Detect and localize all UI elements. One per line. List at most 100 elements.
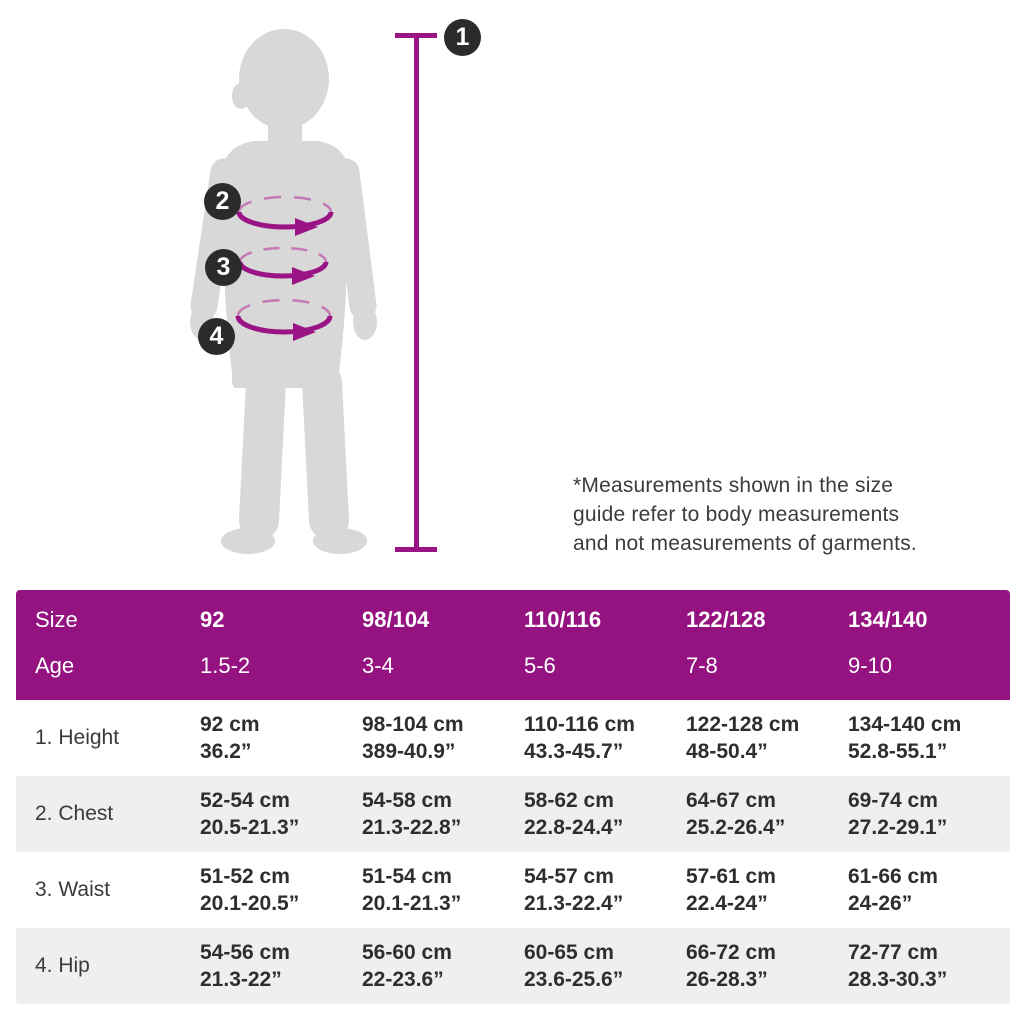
- hip-cell-4: 66-72 cm 26-28.3”: [686, 939, 848, 993]
- inch-value: 21.3-22”: [200, 968, 282, 991]
- child-body-silhouette: [190, 29, 377, 554]
- note-line-3: and not measurements of garments.: [573, 532, 917, 555]
- waist-measurement-ring: [237, 246, 329, 285]
- note-line-1: *Measurements shown in the size: [573, 474, 894, 497]
- inch-value: 20.1-21.3”: [362, 892, 462, 915]
- inch-value: 21.3-22.4”: [524, 892, 624, 915]
- row-label-chest: 2. Chest: [35, 802, 114, 825]
- marker-1-height: 1: [444, 19, 481, 56]
- cm-value: 57-61 cm: [686, 865, 776, 888]
- cm-value: 58-62 cm: [524, 789, 614, 812]
- chest-cell-5: 69-74 cm 27.2-29.1”: [848, 787, 1010, 841]
- height-cell-5: 134-140 cm 52.8-55.1”: [848, 711, 1010, 765]
- hip-cell-2: 56-60 cm 22-23.6”: [362, 939, 524, 993]
- age-col-1: 1.5-2: [200, 653, 251, 678]
- row-label-waist: 3. Waist: [35, 878, 111, 901]
- cm-value: 54-57 cm: [524, 865, 614, 888]
- chest-measurement-ring: [236, 195, 334, 236]
- chest-cell-3: 58-62 cm 22.8-24.4”: [524, 787, 686, 841]
- cm-value: 66-72 cm: [686, 941, 776, 964]
- inch-value: 23.6-25.6”: [524, 968, 624, 991]
- inch-value: 24-26”: [848, 892, 913, 915]
- cm-value: 54-58 cm: [362, 789, 452, 812]
- row-label-hip: 4. Hip: [35, 954, 90, 977]
- inch-value: 27.2-29.1”: [848, 816, 948, 839]
- chest-cell-2: 54-58 cm 21.3-22.8”: [362, 787, 524, 841]
- size-table: Size 92 98/104 110/116 122/128 134/140 A…: [16, 590, 1010, 1004]
- cm-value: 72-77 cm: [848, 941, 938, 964]
- marker-4-hip: 4: [198, 318, 235, 355]
- cm-value: 122-128 cm: [686, 713, 800, 736]
- cm-value: 69-74 cm: [848, 789, 938, 812]
- child-silhouette-graphic: [190, 29, 437, 554]
- height-cell-4: 122-128 cm 48-50.4”: [686, 711, 848, 765]
- age-header-label: Age: [35, 653, 75, 678]
- waist-cell-2: 51-54 cm 20.1-21.3”: [362, 863, 524, 917]
- size-table-header: Size 92 98/104 110/116 122/128 134/140 A…: [16, 590, 1010, 700]
- cm-value: 60-65 cm: [524, 941, 614, 964]
- hip-measurement-ring: [235, 298, 333, 341]
- height-cell-1: 92 cm 36.2”: [200, 711, 362, 765]
- age-col-2: 3-4: [362, 653, 394, 678]
- height-cell-2: 98-104 cm 389-40.9”: [362, 711, 524, 765]
- cm-value: 92 cm: [200, 713, 260, 736]
- cm-value: 98-104 cm: [362, 713, 464, 736]
- inch-value: 22-23.6”: [362, 968, 444, 991]
- waist-cell-3: 54-57 cm 21.3-22.4”: [524, 863, 686, 917]
- cm-value: 54-56 cm: [200, 941, 290, 964]
- measurement-note: *Measurements shown in the size guide re…: [573, 471, 1023, 558]
- hip-cell-1: 54-56 cm 21.3-22”: [200, 939, 362, 993]
- size-header-label: Size: [35, 607, 78, 632]
- size-col-122-128: 122/128: [686, 607, 766, 632]
- inch-value: 389-40.9”: [362, 740, 456, 763]
- waist-cell-4: 57-61 cm 22.4-24”: [686, 863, 848, 917]
- table-row-height: 1. Height 92 cm 36.2” 98-104 cm 389-40.9…: [16, 700, 1010, 776]
- table-row-chest: 2. Chest 52-54 cm 20.5-21.3” 54-58 cm 21…: [16, 776, 1010, 852]
- table-row-hip: 4. Hip 54-56 cm 21.3-22” 56-60 cm 22-23.…: [16, 928, 1010, 1004]
- size-col-98-104: 98/104: [362, 607, 430, 632]
- inch-value: 52.8-55.1”: [848, 740, 948, 763]
- inch-value: 26-28.3”: [686, 968, 768, 991]
- cm-value: 61-66 cm: [848, 865, 938, 888]
- size-header-row: Size 92 98/104 110/116 122/128 134/140: [16, 599, 1010, 641]
- marker-3-waist: 3: [205, 249, 242, 286]
- size-col-134-140: 134/140: [848, 607, 928, 632]
- note-line-2: guide refer to body measurements: [573, 503, 900, 526]
- cm-value: 51-54 cm: [362, 865, 452, 888]
- age-col-4: 7-8: [686, 653, 718, 678]
- inch-value: 22.4-24”: [686, 892, 768, 915]
- age-col-3: 5-6: [524, 653, 556, 678]
- cm-value: 52-54 cm: [200, 789, 290, 812]
- cm-value: 64-67 cm: [686, 789, 776, 812]
- waist-cell-5: 61-66 cm 24-26”: [848, 863, 1010, 917]
- inch-value: 21.3-22.8”: [362, 816, 462, 839]
- chest-cell-4: 64-67 cm 25.2-26.4”: [686, 787, 848, 841]
- age-header-row: Age 1.5-2 3-4 5-6 7-8 9-10: [16, 645, 1010, 687]
- inch-value: 25.2-26.4”: [686, 816, 786, 839]
- height-cell-3: 110-116 cm 43.3-45.7”: [524, 711, 686, 765]
- cm-value: 134-140 cm: [848, 713, 962, 736]
- waist-cell-1: 51-52 cm 20.1-20.5”: [200, 863, 362, 917]
- size-col-92: 92: [200, 607, 225, 632]
- hip-cell-5: 72-77 cm 28.3-30.3”: [848, 939, 1010, 993]
- inch-value: 20.1-20.5”: [200, 892, 300, 915]
- marker-2-chest: 2: [204, 183, 241, 220]
- cm-value: 110-116 cm: [524, 713, 635, 736]
- cm-value: 56-60 cm: [362, 941, 452, 964]
- size-col-110-116: 110/116: [524, 607, 602, 632]
- inch-value: 48-50.4”: [686, 740, 768, 763]
- height-measuring-line: [395, 33, 437, 552]
- inch-value: 43.3-45.7”: [524, 740, 624, 763]
- inch-value: 28.3-30.3”: [848, 968, 948, 991]
- inch-value: 20.5-21.3”: [200, 816, 300, 839]
- child-measurement-illustration: 1 2 3 4: [0, 0, 520, 580]
- inch-value: 36.2”: [200, 740, 252, 763]
- cm-value: 51-52 cm: [200, 865, 290, 888]
- row-label-height: 1. Height: [35, 726, 120, 749]
- age-col-5: 9-10: [848, 653, 893, 678]
- hip-cell-3: 60-65 cm 23.6-25.6”: [524, 939, 686, 993]
- inch-value: 22.8-24.4”: [524, 816, 624, 839]
- chest-cell-1: 52-54 cm 20.5-21.3”: [200, 787, 362, 841]
- table-row-waist: 3. Waist 51-52 cm 20.1-20.5” 51-54 cm 20…: [16, 852, 1010, 928]
